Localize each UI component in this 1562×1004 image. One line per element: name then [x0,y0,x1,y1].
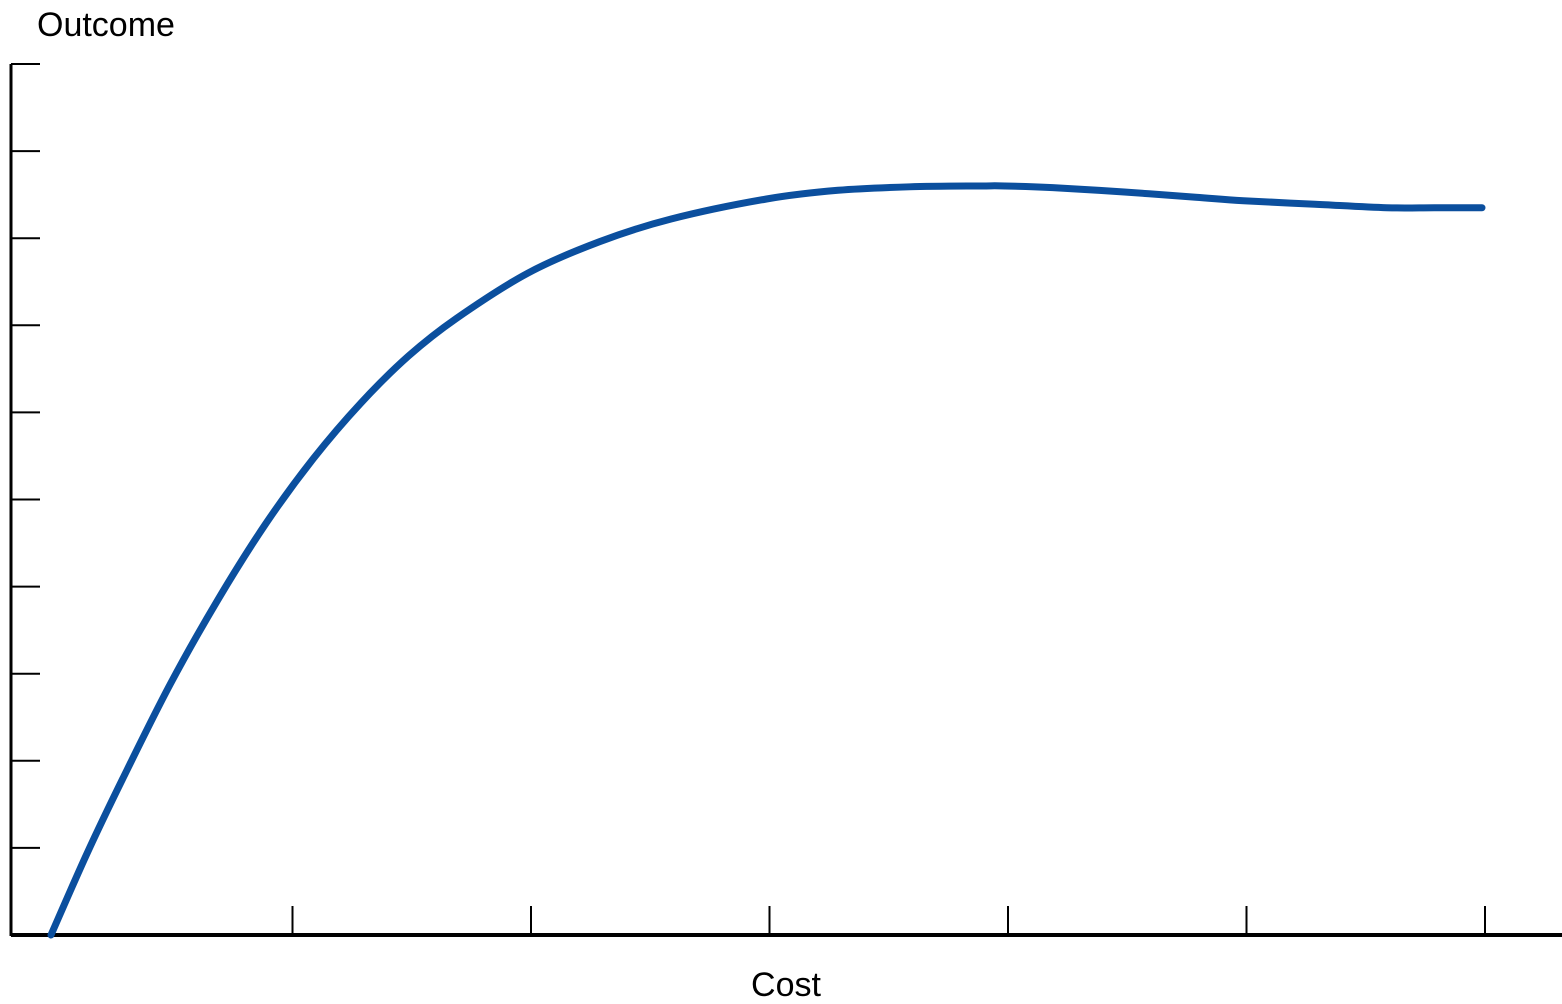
y-axis-label: Outcome [37,6,175,44]
y-ticks [11,63,40,849]
x-ticks [291,906,1486,935]
series-group [47,182,1486,939]
x-axis-label: Cost [751,966,821,1004]
series-line [47,182,1486,939]
